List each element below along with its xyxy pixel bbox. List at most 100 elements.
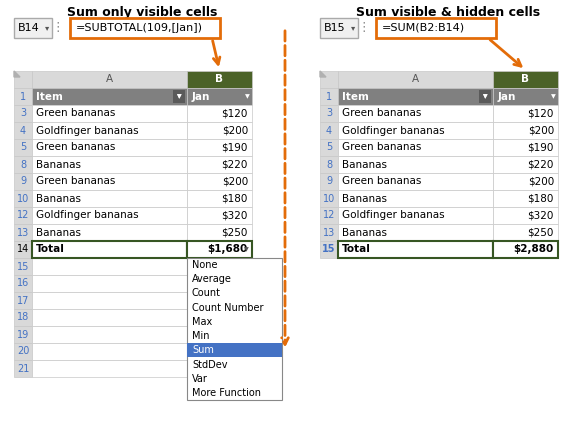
Text: A: A	[106, 75, 113, 84]
Bar	[14, 207, 32, 224]
Bar	[32, 224, 187, 241]
Bar	[493, 139, 558, 156]
Polygon shape	[320, 71, 326, 77]
Text: 3: 3	[326, 109, 332, 118]
Bar	[338, 241, 493, 258]
Text: 4: 4	[20, 126, 26, 135]
Bar	[14, 224, 32, 241]
Bar	[338, 105, 493, 122]
Text: 9: 9	[326, 176, 332, 187]
Bar	[493, 122, 558, 139]
Text: Goldfinger bananas: Goldfinger bananas	[36, 210, 139, 221]
Bar	[320, 122, 338, 139]
Text: 13: 13	[17, 227, 29, 238]
Bar	[320, 156, 338, 173]
Text: Green bananas: Green bananas	[342, 143, 422, 153]
Bar	[493, 156, 558, 173]
Bar	[320, 207, 338, 224]
Text: Green bananas: Green bananas	[342, 109, 422, 118]
Text: Total: Total	[342, 245, 371, 254]
Bar	[14, 326, 32, 343]
Bar	[14, 258, 32, 275]
Bar	[187, 139, 252, 156]
Bar	[187, 122, 252, 139]
Bar	[187, 71, 252, 88]
Bar	[320, 88, 338, 105]
Bar	[32, 88, 187, 105]
Bar	[320, 173, 338, 190]
Text: Green bananas: Green bananas	[342, 176, 422, 187]
Text: More Function: More Function	[192, 388, 261, 398]
Text: $180: $180	[527, 193, 554, 204]
Bar	[14, 360, 32, 377]
Bar	[338, 173, 493, 190]
Text: Sum visible & hidden cells: Sum visible & hidden cells	[356, 6, 540, 19]
Bar	[32, 105, 187, 122]
Text: $220: $220	[222, 159, 248, 170]
Text: Bananas: Bananas	[36, 193, 81, 204]
Text: Bananas: Bananas	[342, 193, 387, 204]
Bar	[338, 190, 493, 207]
Bar	[14, 173, 32, 190]
Bar	[14, 105, 32, 122]
Text: =SUBTOTAL(109,[Jan]): =SUBTOTAL(109,[Jan])	[76, 23, 203, 33]
Text: Average: Average	[192, 274, 232, 284]
Bar	[14, 88, 32, 105]
Bar	[32, 275, 252, 292]
Bar	[493, 224, 558, 241]
Bar	[320, 18, 358, 38]
Text: 3: 3	[20, 109, 26, 118]
Text: Bananas: Bananas	[342, 159, 387, 170]
Text: ▼: ▼	[177, 94, 181, 99]
Bar	[14, 309, 32, 326]
Text: 14: 14	[17, 245, 29, 254]
Bar	[187, 258, 282, 400]
Bar	[32, 326, 252, 343]
Bar	[32, 122, 187, 139]
Bar	[338, 156, 493, 173]
Bar	[187, 190, 252, 207]
Text: Min: Min	[192, 331, 209, 341]
Text: Item: Item	[342, 92, 369, 101]
Text: $320: $320	[222, 210, 248, 221]
Text: ▼: ▼	[244, 247, 249, 252]
Text: $190: $190	[222, 143, 248, 153]
Bar	[479, 90, 491, 103]
Text: StdDev: StdDev	[192, 360, 228, 369]
Text: ▼: ▼	[176, 94, 181, 99]
Text: Jan: Jan	[498, 92, 516, 101]
Bar	[338, 71, 493, 88]
Bar	[32, 343, 252, 360]
Bar	[32, 173, 187, 190]
Bar	[14, 190, 32, 207]
Bar	[320, 190, 338, 207]
Text: $320: $320	[527, 210, 554, 221]
Bar	[14, 139, 32, 156]
Bar	[14, 71, 32, 88]
Text: =SUM(B2:B14): =SUM(B2:B14)	[382, 23, 465, 33]
Text: Goldfinger bananas: Goldfinger bananas	[342, 126, 445, 135]
Text: Max: Max	[192, 317, 212, 327]
Polygon shape	[14, 71, 20, 77]
Bar	[320, 71, 338, 88]
Text: B: B	[215, 75, 223, 84]
Bar	[493, 241, 558, 258]
Text: $200: $200	[222, 176, 248, 187]
Text: Sum: Sum	[192, 345, 214, 355]
Bar	[320, 224, 338, 241]
Text: ⋮: ⋮	[358, 21, 370, 35]
Bar	[187, 88, 252, 105]
Bar	[14, 18, 52, 38]
Bar	[493, 71, 558, 88]
Text: 13: 13	[323, 227, 335, 238]
Text: 1: 1	[20, 92, 26, 101]
Text: Bananas: Bananas	[36, 227, 81, 238]
Text: None: None	[192, 260, 218, 270]
Bar	[32, 360, 252, 377]
Bar	[187, 241, 252, 258]
Text: Total: Total	[36, 245, 65, 254]
Text: ▾: ▾	[351, 23, 355, 32]
Text: Item: Item	[36, 92, 63, 101]
Bar	[32, 156, 187, 173]
Text: $120: $120	[527, 109, 554, 118]
